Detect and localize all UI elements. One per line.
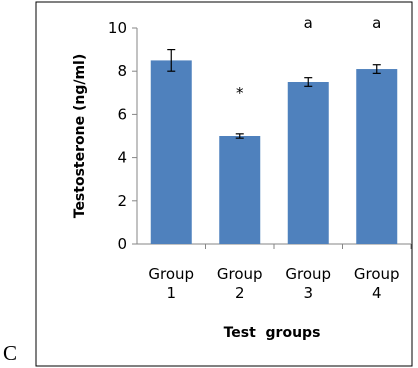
y-axis-title: Testosterone (ng/ml) [72,54,88,219]
y-tick-label: 8 [117,62,127,80]
x-category-label: Group [285,265,331,283]
chart-bars [150,48,398,245]
chart-frame [35,1,413,367]
significance-label: a [304,14,313,32]
y-tick-label: 10 [108,19,127,37]
x-category-label: 3 [303,284,313,302]
panel-letter: C [3,341,18,365]
y-tick-label: 4 [117,149,127,167]
y-tick-label: 2 [117,192,127,210]
significance-label: * [236,84,244,102]
x-category-label: 1 [166,284,176,302]
y-tick-label: 6 [117,105,127,123]
x-category-label: 2 [235,284,245,302]
x-axis-title: Test groups [224,325,321,341]
bar [356,69,398,244]
x-category-label: Group [354,265,400,283]
y-tick-label: 0 [117,235,127,253]
x-category-label: 4 [372,284,382,302]
significance-label: a [372,14,381,32]
bar [287,82,329,244]
bar [219,136,261,244]
x-category-label: Group [217,265,263,283]
bar [150,60,192,245]
x-category-label: Group [148,265,194,283]
